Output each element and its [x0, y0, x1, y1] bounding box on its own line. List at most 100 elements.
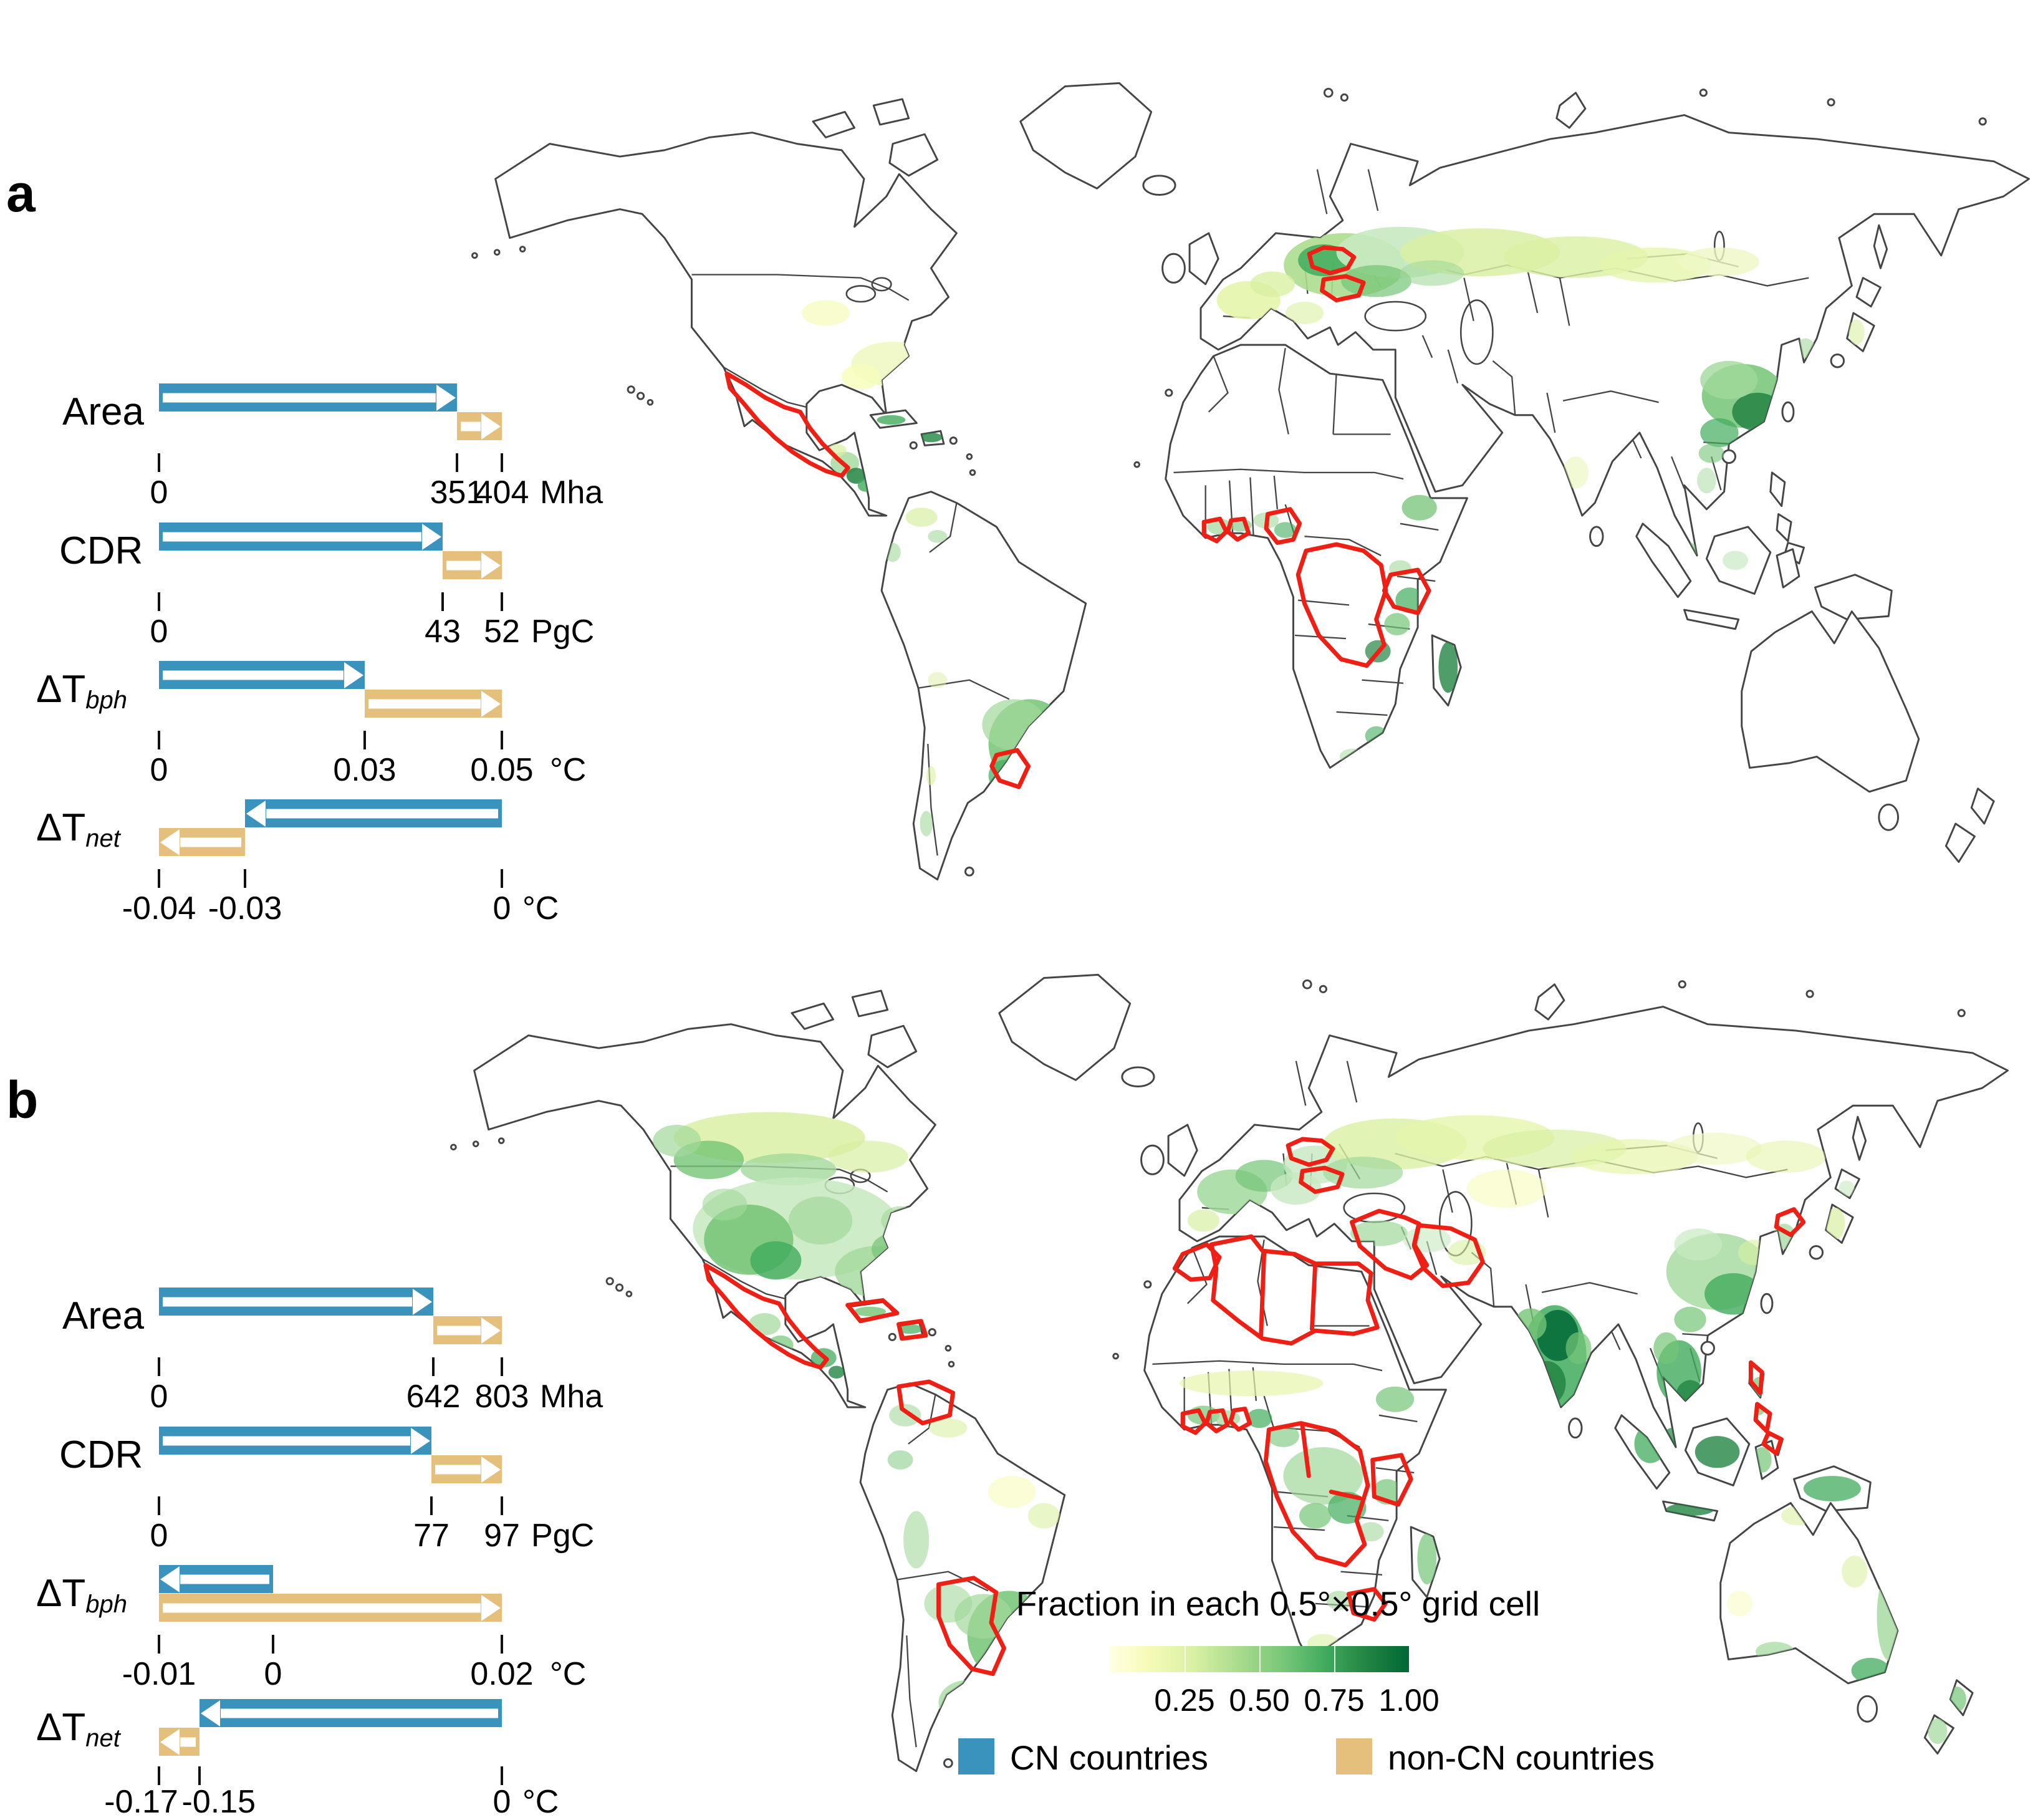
cn-countries-label: CN countries — [1010, 1738, 1208, 1777]
colorbar-gradient — [1110, 1646, 1409, 1672]
cn-arrow-dtnet-a — [245, 799, 502, 827]
axis-tick — [501, 1357, 503, 1376]
tick-label: -0.01 — [122, 1656, 196, 1692]
axis-tick — [501, 1766, 503, 1785]
noncn-arrow-cdr-b — [431, 1455, 502, 1483]
tick-label: 0 — [264, 1656, 282, 1692]
axis-tick — [158, 1766, 160, 1785]
axis-unit: °C — [522, 890, 559, 927]
axis-tick — [363, 731, 366, 749]
cn-arrow-cdr-a — [159, 522, 443, 551]
noncn-arrow-dtnet-b — [159, 1728, 199, 1756]
world-map-panel-a — [471, 82, 2030, 881]
arrow-shaft — [180, 837, 241, 847]
arrow-shaft — [368, 699, 481, 708]
cn-arrow-dtbph-b — [159, 1565, 273, 1593]
axis-unit: Mha — [540, 1379, 603, 1415]
panel-label-a: a — [6, 164, 36, 223]
cn-country-outlines — [724, 245, 1431, 789]
axis-tick — [501, 1496, 503, 1515]
noncn-arrow-cdr-a — [443, 551, 502, 579]
arrow-head-icon — [201, 1700, 220, 1726]
axis-tick — [501, 592, 503, 611]
colorbar-tick-label: 0.75 — [1304, 1683, 1365, 1718]
noncn-arrow-dtnet-a — [159, 828, 245, 856]
colorbar-separator — [1334, 1646, 1335, 1672]
axis-tick — [244, 869, 246, 888]
axis-tick — [158, 592, 160, 611]
tick-label: 0.03 — [333, 752, 397, 788]
arrow-head-icon — [246, 800, 266, 827]
non-cn-countries-swatch — [1336, 1738, 1372, 1774]
arrow-shaft — [163, 393, 436, 402]
tick-label: 0 — [493, 1784, 511, 1820]
axis-tick — [441, 592, 444, 611]
row-label-cdr-b: CDR — [59, 1433, 143, 1476]
arrow-shaft — [163, 1436, 410, 1445]
tick-label: 351 — [430, 474, 484, 511]
arrow-head-icon — [413, 1288, 432, 1315]
axis-unit: °C — [522, 1784, 559, 1820]
arrow-head-icon — [481, 690, 501, 717]
axis-tick — [158, 1357, 160, 1376]
arrow-head-icon — [436, 384, 456, 411]
arrow-head-icon — [344, 662, 363, 688]
axis-unit: PgC — [531, 614, 595, 650]
row-label-dtbph-a: ΔTbph — [36, 668, 128, 715]
tick-label: 43 — [425, 614, 461, 650]
noncn-arrow-dtbph-b — [159, 1594, 502, 1622]
row-label-dtnet-a: ΔTnet — [36, 806, 120, 853]
arrow-shaft — [163, 670, 344, 680]
noncn-arrow-area-b — [433, 1316, 502, 1344]
tick-label: -0.15 — [181, 1784, 256, 1820]
row-label-dtbph-b: ΔTbph — [36, 1572, 128, 1619]
tick-label: -0.04 — [122, 890, 196, 927]
tick-label: 0 — [150, 474, 168, 511]
tick-label: 97 — [484, 1518, 520, 1554]
arrow-shaft — [437, 1326, 481, 1335]
arrow-head-icon — [160, 1728, 180, 1755]
arrow-shaft — [221, 1708, 498, 1718]
arrow-head-icon — [481, 552, 501, 579]
tick-label: 0 — [150, 1379, 168, 1415]
axis-tick — [456, 453, 458, 472]
axis-tick — [158, 453, 160, 472]
colorbar-separator — [1185, 1646, 1186, 1672]
tick-label: 642 — [406, 1379, 461, 1415]
axis-tick — [158, 1635, 160, 1654]
colorbar-tick-label: 1.00 — [1378, 1683, 1440, 1718]
arrow-head-icon — [422, 523, 441, 550]
tick-label: 52 — [484, 614, 520, 650]
tick-label: -0.17 — [104, 1784, 178, 1820]
tick-label: 404 — [474, 474, 529, 511]
tick-label: 803 — [474, 1379, 529, 1415]
arrow-head-icon — [481, 1594, 501, 1621]
arrow-shaft — [266, 809, 498, 818]
arrow-shaft — [446, 561, 481, 570]
axis-tick — [501, 453, 503, 472]
cn-arrow-area-b — [159, 1288, 433, 1316]
arrow-head-icon — [411, 1427, 430, 1454]
cn-countries-swatch — [958, 1738, 994, 1774]
row-label-cdr-a: CDR — [59, 529, 143, 572]
tick-label: 0.02 — [470, 1656, 534, 1692]
axis-tick — [158, 731, 160, 749]
tick-label: 77 — [413, 1518, 449, 1554]
axis-tick — [501, 1635, 503, 1654]
arrow-shaft — [180, 1737, 196, 1746]
cn-arrow-area-a — [159, 383, 457, 412]
row-label-area-a: Area — [62, 390, 144, 433]
noncn-arrow-dtbph-a — [365, 690, 502, 718]
arrow-shaft — [163, 1297, 412, 1306]
axis-tick — [432, 1357, 435, 1376]
panel-label-b: b — [6, 1071, 39, 1129]
tick-label: 0 — [150, 752, 168, 788]
axis-unit: °C — [550, 752, 587, 788]
non-cn-countries-label: non-CN countries — [1388, 1738, 1655, 1777]
cn-arrow-cdr-b — [159, 1427, 431, 1455]
axis-unit: PgC — [531, 1518, 595, 1554]
axis-tick — [272, 1635, 274, 1654]
cn-arrow-dtbph-a — [159, 661, 365, 689]
cn-arrow-dtnet-b — [199, 1699, 502, 1727]
